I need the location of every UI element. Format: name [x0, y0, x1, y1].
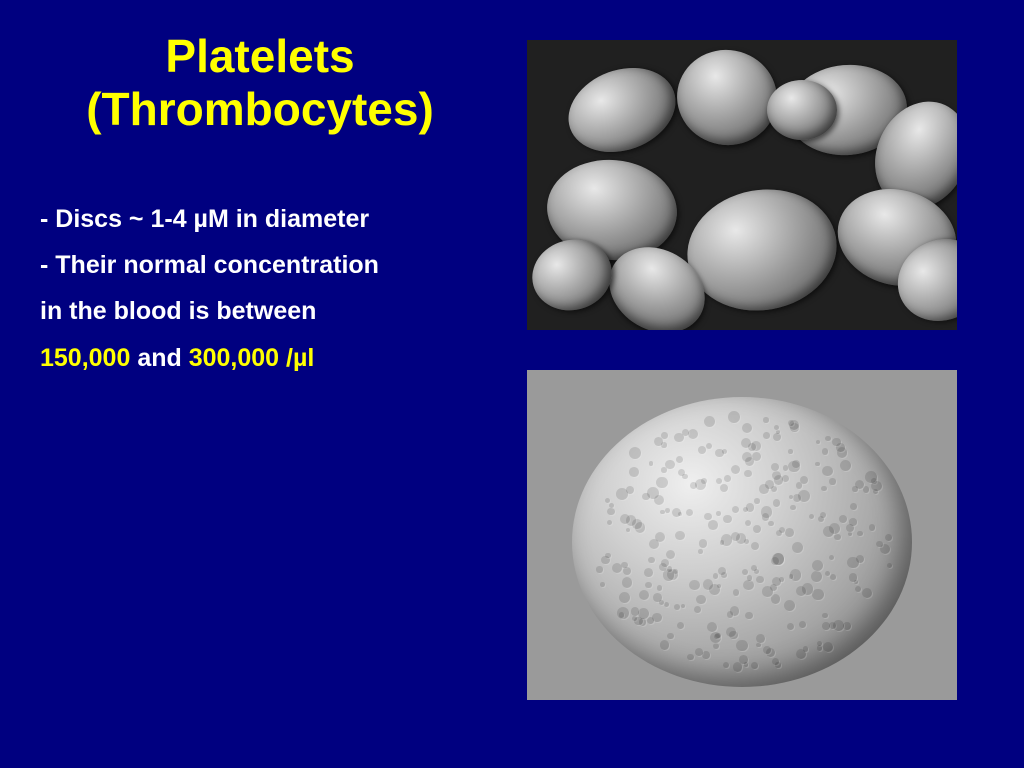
slide: Platelets (Thrombocytes) - Discs ~ 1-4 µ…: [0, 0, 1024, 768]
bullet-2-line-b: in the blood is between: [40, 288, 480, 334]
bullet-2-line-a: - Their normal concentration: [40, 242, 480, 288]
title-line-1: Platelets: [165, 30, 354, 82]
platelets-group-image: [527, 40, 957, 330]
right-column: [500, 30, 984, 738]
body-text: - Discs ~ 1-4 µM in diameter - Their nor…: [40, 196, 480, 381]
title-line-2: (Thrombocytes): [86, 83, 434, 135]
value-high: 300,000: [189, 344, 279, 372]
platelet-disc: [767, 80, 837, 140]
bullet-2-values: 150,000 and 300,000 /µl: [40, 335, 480, 381]
platelet-disc: [670, 42, 785, 153]
slide-title: Platelets (Thrombocytes): [40, 30, 480, 136]
value-low: 150,000: [40, 344, 130, 372]
unit: /µl: [279, 344, 314, 372]
joiner: and: [130, 344, 188, 372]
single-platelet-shape: [572, 397, 912, 687]
platelet-closeup-image: [527, 370, 957, 700]
platelet-disc: [557, 54, 688, 167]
bullet-1: - Discs ~ 1-4 µM in diameter: [40, 196, 480, 242]
left-column: Platelets (Thrombocytes) - Discs ~ 1-4 µ…: [40, 30, 500, 738]
